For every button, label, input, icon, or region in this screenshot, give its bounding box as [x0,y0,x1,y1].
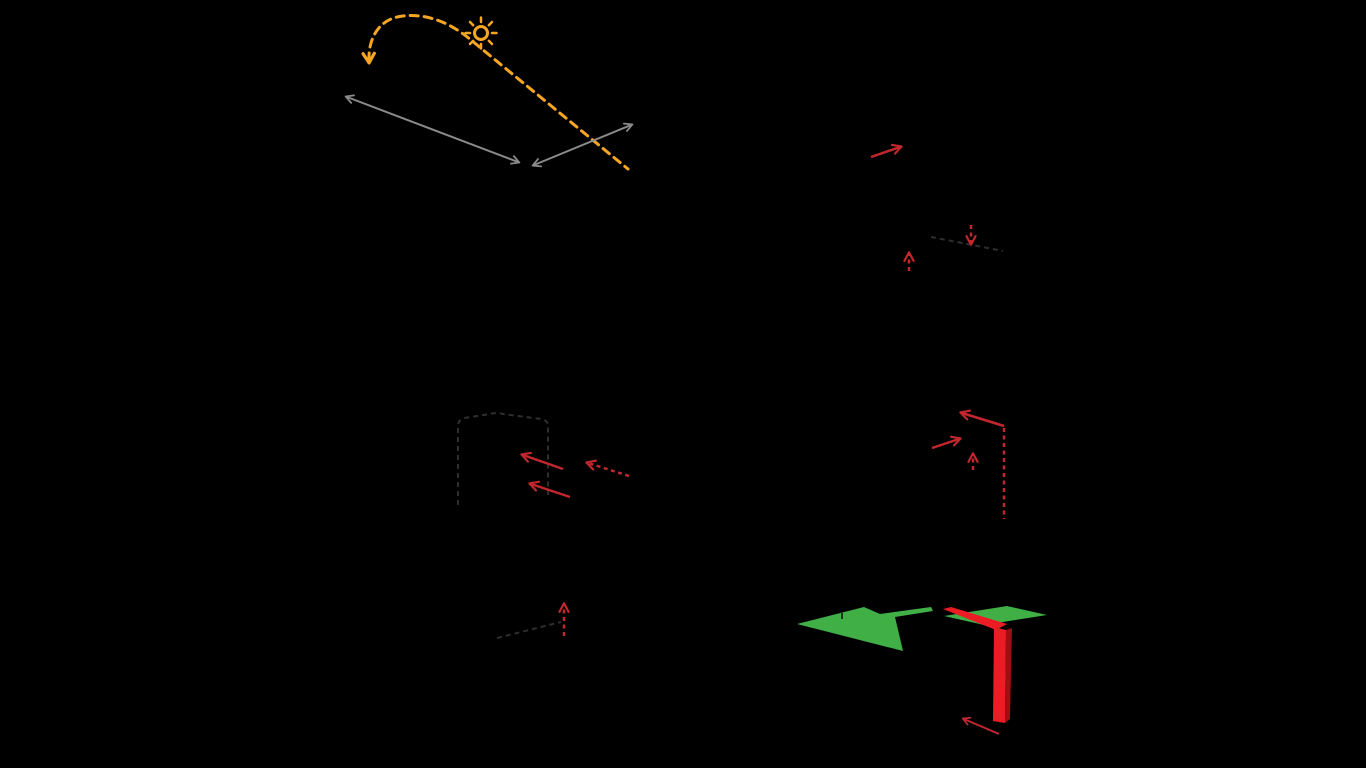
red-elbow-arrow-with-dashed-drop [959,409,1006,519]
sun-path-group [361,14,630,171]
red-sloping-beam [943,607,1007,630]
building-massing-dashed-outline [457,412,549,505]
building-outline-path [457,412,549,505]
ground-dashed-line-right [930,236,1004,252]
red-arrow-top-right [870,143,903,159]
red-column-side-face [1005,628,1012,723]
shadow-range-arrow-right [531,122,634,168]
roof-structure [797,606,1047,723]
red-annotation-arrows [520,143,1006,735]
ground-dashed-line-bottom [496,621,562,639]
green-roof-plane-right [944,606,1047,625]
shadow-range-arrow-left [344,94,521,165]
sun-path-dashed-arc [361,14,630,171]
red-solid-upright-arrow [931,435,962,450]
red-solid-upleft-arrow-2 [528,480,571,499]
red-solid-upleft-arrow-1 [520,451,564,471]
red-column-front-face [993,627,1006,723]
red-arrow-under-column [961,716,1000,735]
sun-rays [464,16,498,50]
shadow-range-arrows [344,94,634,168]
green-roof-plane-left [797,607,933,651]
red-dashed-left-arrow [585,459,630,478]
sun-icon [464,16,498,50]
red-elbow-arrow [959,409,1005,428]
sun-core [473,25,489,41]
